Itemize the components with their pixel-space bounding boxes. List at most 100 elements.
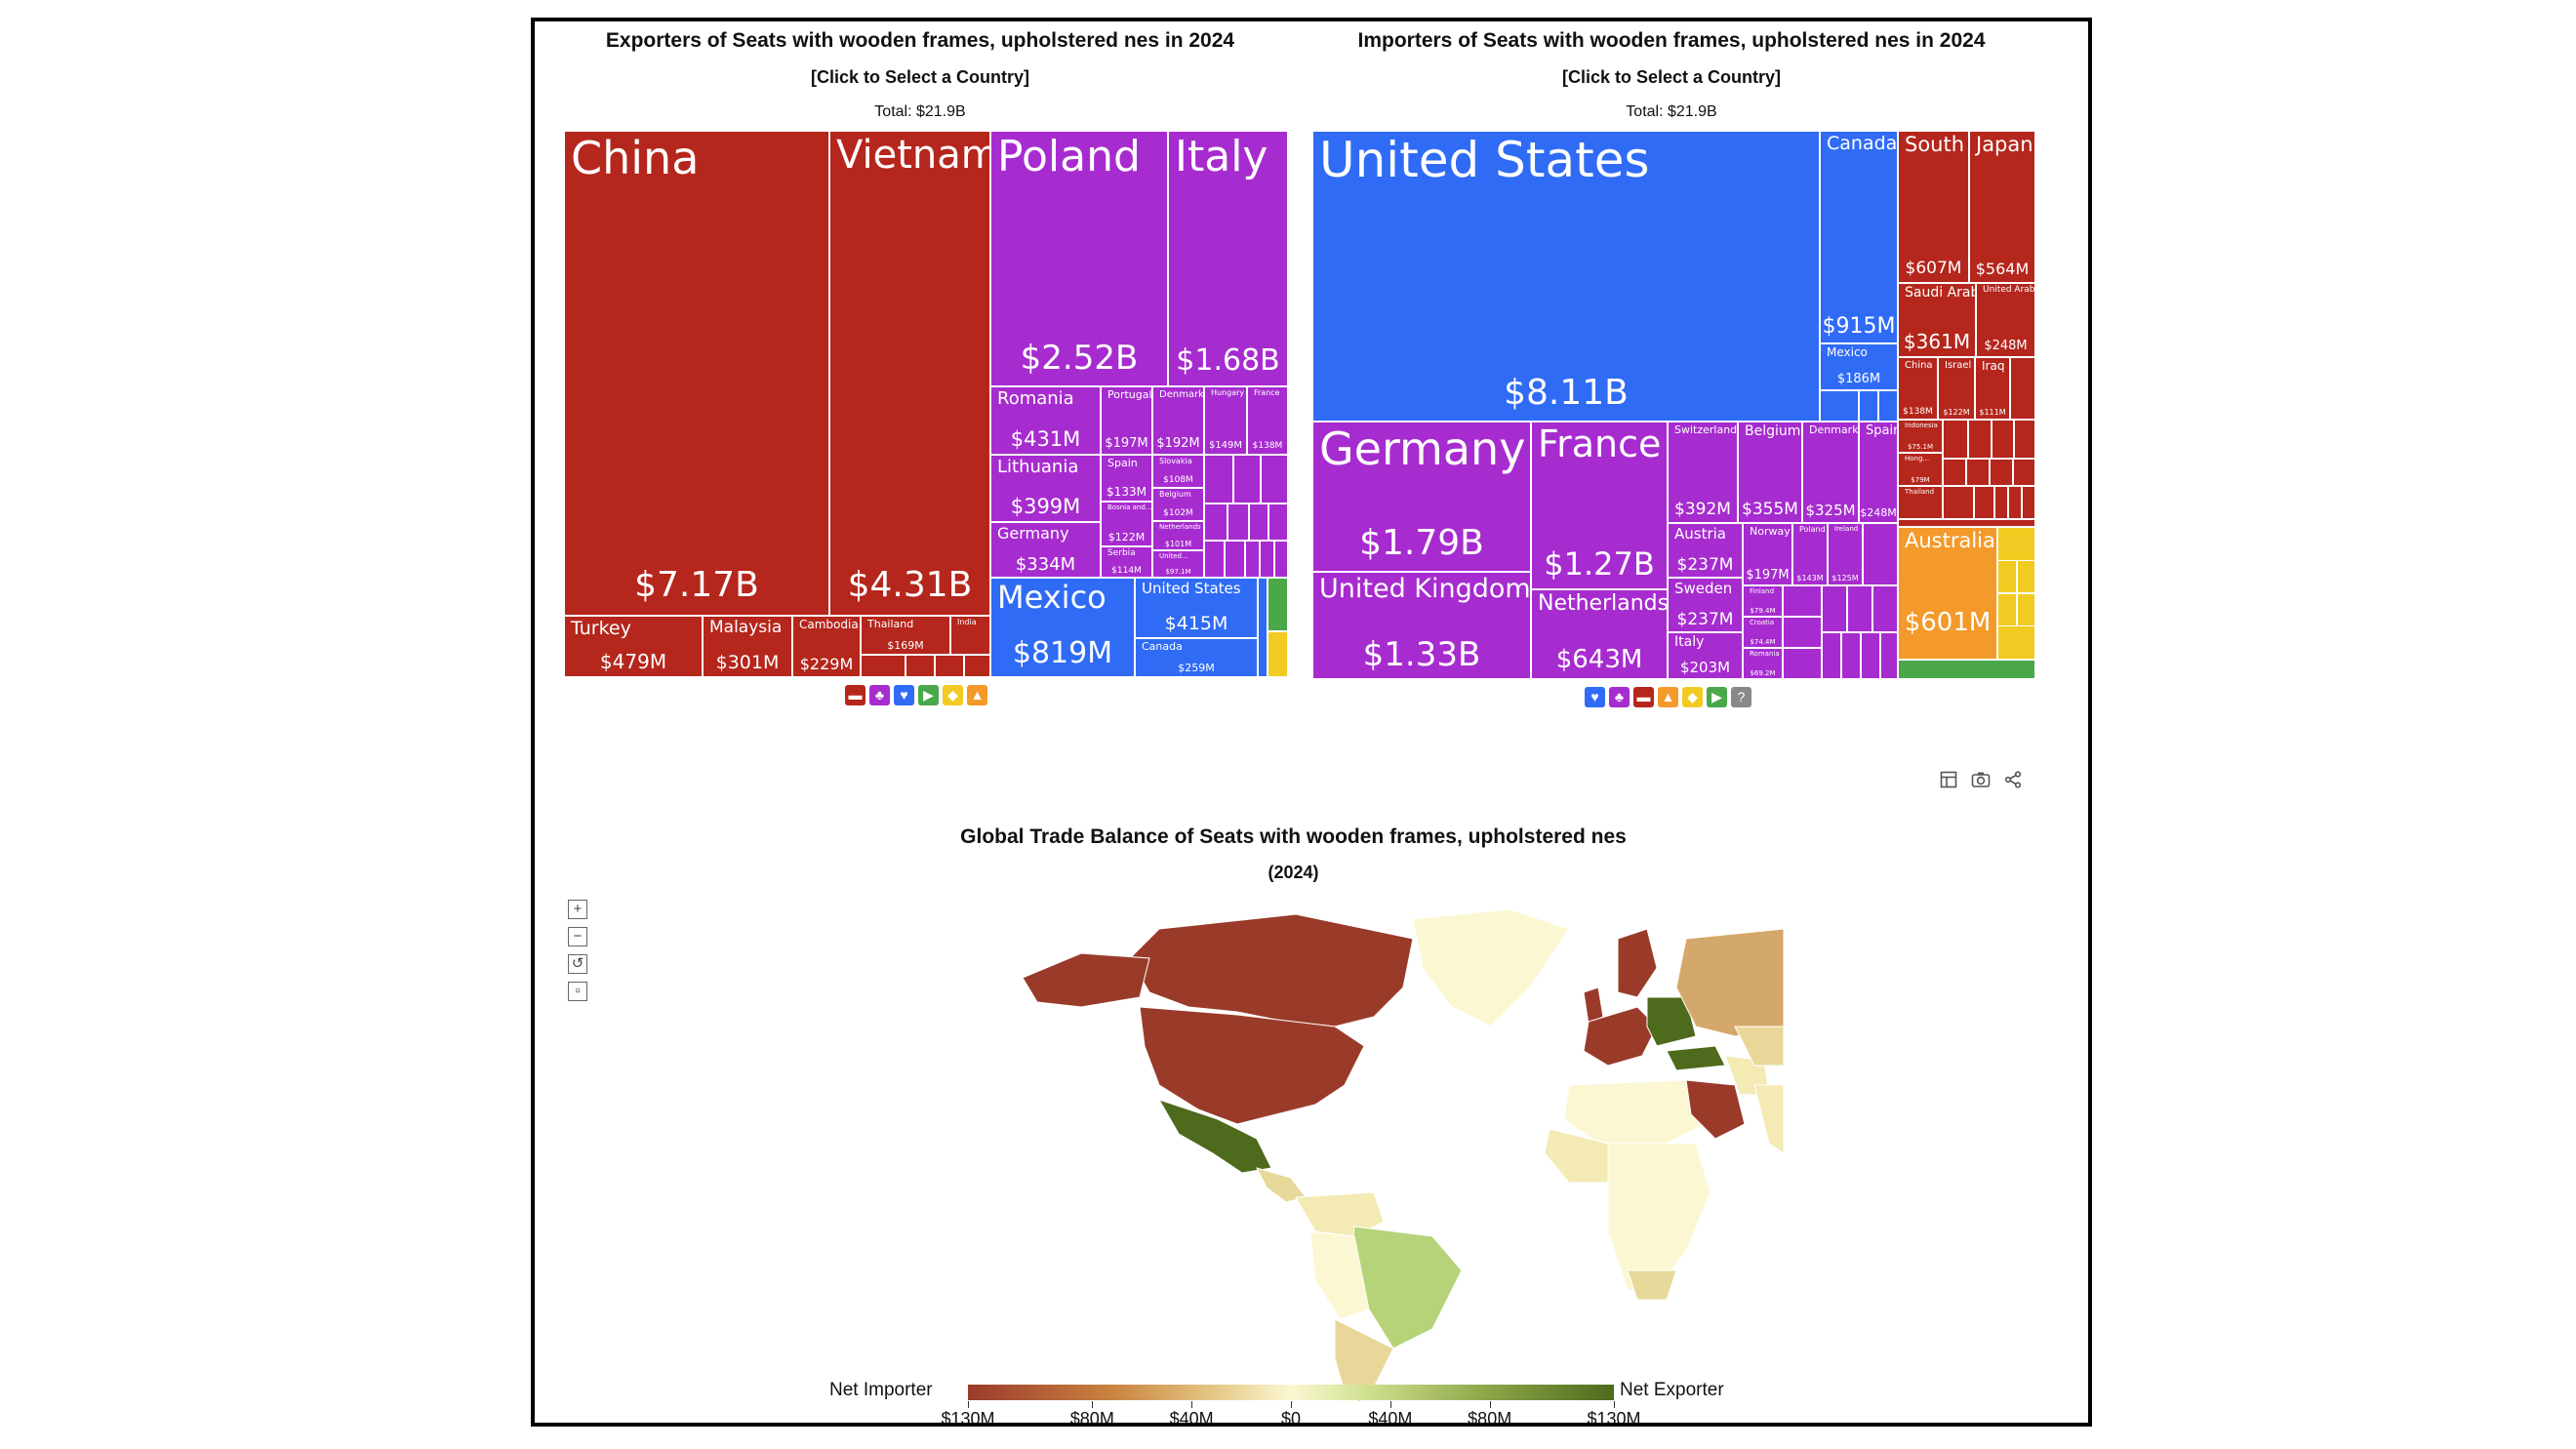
unknown-icon[interactable]: ? (1731, 687, 1751, 707)
imp-tile-norway[interactable]: Norway $197M (1743, 523, 1792, 585)
camera-icon[interactable] (1971, 771, 1991, 793)
imp-tile-small[interactable] (1898, 519, 2035, 527)
imp-tile-small[interactable] (2017, 593, 2035, 626)
imp-tile-uae[interactable]: United Arab Emirates $248M (1976, 283, 2035, 357)
exp-tile-small[interactable] (1245, 541, 1260, 578)
exp-tile-small[interactable] (1204, 455, 1233, 503)
imp-tile-sweden[interactable]: Sweden $237M (1668, 578, 1743, 632)
imp-tile-thailand[interactable]: Thailand (1898, 486, 1943, 519)
imp-tile-small[interactable] (1974, 486, 1994, 519)
exp-tile-united-kingdom[interactable]: United... $97.1M (1152, 550, 1204, 578)
exp-tile-small[interactable] (935, 655, 964, 677)
exp-tile-china[interactable]: China $7.17B (564, 131, 829, 616)
exp-tile-small[interactable] (1258, 578, 1268, 677)
imp-tile-small[interactable] (1783, 648, 1822, 679)
imp-tile-small[interactable] (1861, 632, 1880, 679)
imp-tile-indonesia[interactable]: Indonesia $75.1M (1898, 420, 1943, 453)
imp-tile-switzerland[interactable]: Switzerland $392M (1668, 422, 1738, 523)
imp-tile-mexico[interactable]: Mexico $186M (1820, 343, 1898, 390)
imp-tile-belgium[interactable]: Belgium $355M (1738, 422, 1802, 523)
exp-tile-spain[interactable]: Spain $133M (1101, 455, 1152, 502)
exp-tile-small[interactable] (1225, 541, 1245, 578)
exp-tile-small[interactable] (1228, 503, 1249, 541)
table-icon[interactable] (1940, 771, 1957, 793)
imp-tile-small[interactable] (2014, 420, 2035, 459)
south-america-icon[interactable]: ▶ (1707, 687, 1727, 707)
imp-tile-small[interactable] (1990, 459, 2013, 486)
imp-tile-denmark[interactable]: Denmark $325M (1802, 422, 1859, 523)
exp-tile-lithuania[interactable]: Lithuania $399M (990, 455, 1101, 522)
exp-tile-denmark[interactable]: Denmark $192M (1152, 386, 1204, 455)
imp-tile-australia[interactable]: Australia $601M (1898, 527, 1997, 660)
exp-tile-small[interactable] (906, 655, 935, 677)
imp-tile-south-america[interactable] (1898, 660, 2035, 679)
exp-tile-thailand[interactable]: Thailand $169M (861, 616, 950, 655)
imp-tile-small[interactable] (1966, 459, 1990, 486)
exp-tile-romania[interactable]: Romania $431M (990, 386, 1101, 455)
exp-tile-small[interactable] (1261, 455, 1288, 503)
imp-tile-canada[interactable]: Canada $915M (1820, 131, 1898, 343)
exp-tile-small[interactable] (1274, 541, 1288, 578)
exp-tile-italy[interactable]: Italy $1.68B (1168, 131, 1288, 386)
world-map[interactable] (827, 900, 1784, 1407)
exp-tile-france[interactable]: France $138M (1247, 386, 1288, 455)
imp-tile-germany[interactable]: Germany $1.79B (1312, 422, 1531, 572)
exp-tile-serbia[interactable]: Serbia $114M (1101, 546, 1152, 578)
imp-tile-united-states[interactable]: United States $8.11B (1312, 131, 1820, 422)
imp-tile-small[interactable] (1783, 585, 1822, 617)
exp-tile-hungary[interactable]: Hungary $149M (1204, 386, 1247, 455)
exp-tile-united-states[interactable]: United States $415M (1135, 578, 1258, 638)
imp-tile-small[interactable] (2022, 486, 2035, 519)
imp-tile-small[interactable] (1968, 420, 1992, 459)
imp-tile-small[interactable] (1822, 585, 1847, 632)
imp-tile-france[interactable]: France $1.27B (1531, 422, 1668, 589)
imp-tile-united-kingdom[interactable]: United Kingdom $1.33B (1312, 572, 1531, 679)
reset-button[interactable]: ↺ (568, 954, 587, 974)
imp-tile-small[interactable] (1822, 632, 1841, 679)
imp-tile-hong-kong[interactable]: Hong... $79M (1898, 453, 1943, 486)
imp-tile-small[interactable] (1997, 593, 2017, 626)
imp-tile-small[interactable] (1783, 617, 1822, 648)
exp-tile-malaysia[interactable]: Malaysia $301M (703, 616, 792, 677)
europe-icon[interactable]: ♣ (1609, 687, 1630, 707)
imp-tile-italy[interactable]: Italy $203M (1668, 632, 1743, 679)
imp-tile-croatia[interactable]: Croatia $74.4M (1743, 617, 1783, 648)
exp-tile-slovakia[interactable]: Slovakia $108M (1152, 455, 1204, 488)
south-america-icon[interactable]: ▶ (918, 685, 939, 705)
north-america-icon[interactable]: ♥ (1585, 687, 1605, 707)
imp-tile-small[interactable] (1943, 420, 1968, 459)
share-icon[interactable] (2004, 771, 2022, 793)
imp-tile-small[interactable] (1992, 420, 2014, 459)
exp-tile-small[interactable] (1204, 503, 1228, 541)
imp-tile-south-korea[interactable]: South Korea $607M (1898, 131, 1969, 283)
exp-tile-south-america[interactable] (1268, 578, 1288, 631)
exp-tile-vietnam[interactable]: Vietnam $4.31B (829, 131, 990, 616)
imp-tile-small[interactable] (1820, 390, 1859, 422)
exp-tile-small[interactable] (861, 655, 906, 677)
imp-tile-small[interactable] (2008, 486, 2022, 519)
africa-icon[interactable]: ◆ (943, 685, 963, 705)
imp-tile-small[interactable] (1841, 632, 1861, 679)
exp-tile-small[interactable] (1233, 455, 1261, 503)
zoom-out-button[interactable]: − (568, 927, 587, 946)
imp-tile-ireland[interactable]: Ireland $125M (1828, 523, 1863, 585)
imp-tile-small[interactable] (1878, 390, 1898, 422)
imp-tile-small[interactable] (1997, 560, 2017, 593)
imp-tile-small[interactable] (1863, 523, 1898, 585)
exp-tile-small[interactable] (1249, 503, 1268, 541)
exp-tile-canada[interactable]: Canada $259M (1135, 638, 1258, 677)
imp-tile-small[interactable] (1859, 390, 1878, 422)
africa-icon[interactable]: ◆ (1682, 687, 1703, 707)
exp-tile-small[interactable] (1268, 503, 1288, 541)
imp-tile-china[interactable]: China $138M (1898, 357, 1938, 420)
exp-tile-bosnia[interactable]: Bosnia and... $122M (1101, 502, 1152, 546)
imp-tile-finland[interactable]: Finland $79.4M (1743, 585, 1783, 617)
fit-button[interactable]: ▫ (568, 982, 587, 1001)
exp-tile-small[interactable] (964, 655, 990, 677)
asia-icon[interactable]: ▬ (1633, 687, 1654, 707)
imp-tile-romania[interactable]: Romania $69.2M (1743, 648, 1783, 679)
oceania-icon[interactable]: ▲ (1658, 687, 1678, 707)
imp-tile-small[interactable] (2017, 560, 2035, 593)
imp-tile-poland[interactable]: Poland $143M (1792, 523, 1828, 585)
imp-tile-iraq[interactable]: Iraq $111M (1975, 357, 2010, 420)
